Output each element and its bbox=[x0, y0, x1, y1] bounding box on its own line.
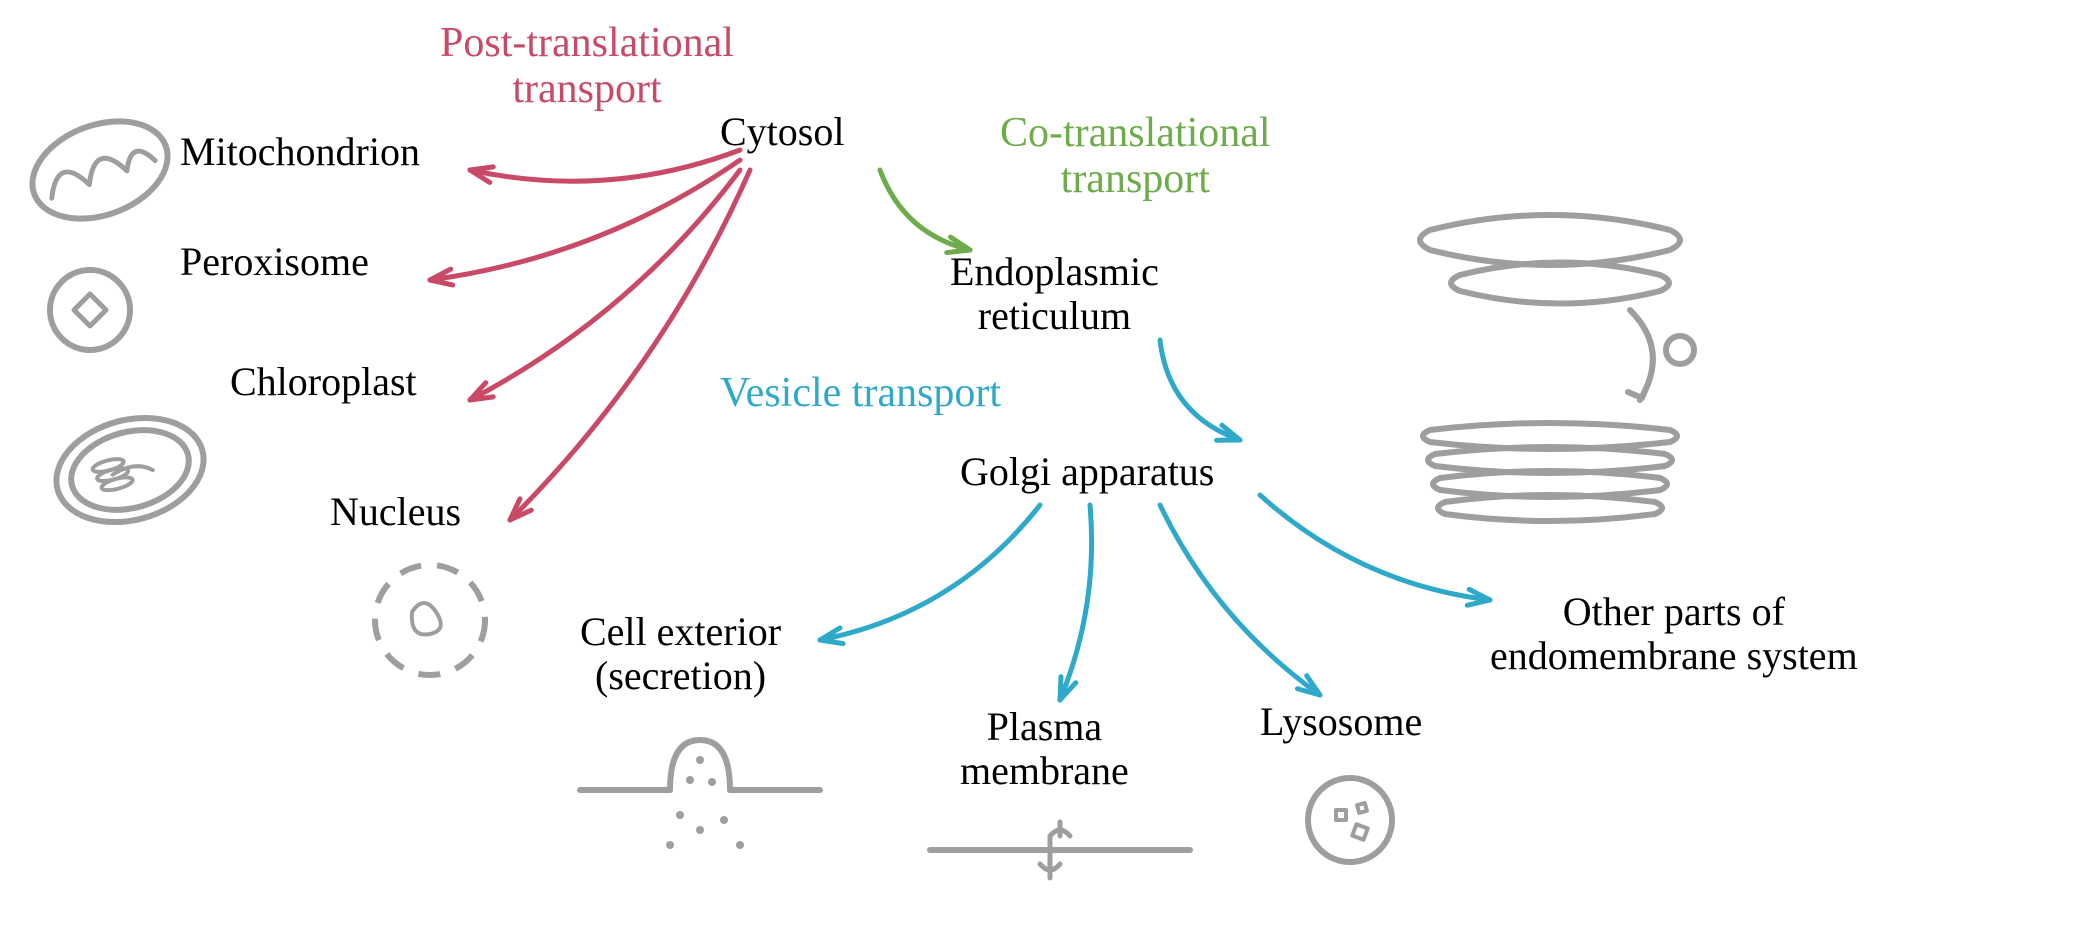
node-chloroplast: Chloroplast bbox=[230, 360, 417, 404]
node-peroxisome: Peroxisome bbox=[180, 240, 369, 284]
diagram-stage: Post-translational transport Co-translat… bbox=[0, 0, 2087, 937]
node-cytosol: Cytosol bbox=[720, 110, 844, 154]
heading-co-translational: Co-translational transport bbox=[1000, 110, 1271, 202]
node-cell-exterior: Cell exterior (secretion) bbox=[580, 610, 781, 698]
node-plasma-membrane: Plasma membrane bbox=[960, 705, 1129, 793]
node-nucleus: Nucleus bbox=[330, 490, 461, 534]
node-mitochondrion: Mitochondrion bbox=[180, 130, 420, 174]
heading-vesicle-transport: Vesicle transport bbox=[720, 370, 1001, 416]
node-golgi-apparatus: Golgi apparatus bbox=[960, 450, 1214, 494]
node-lysosome: Lysosome bbox=[1260, 700, 1422, 744]
node-other-endomembrane: Other parts of endomembrane system bbox=[1490, 590, 1858, 678]
node-endoplasmic-reticulum: Endoplasmic reticulum bbox=[950, 250, 1159, 338]
organelle-sketches bbox=[19, 104, 1694, 878]
heading-post-translational: Post-translational transport bbox=[440, 20, 734, 112]
